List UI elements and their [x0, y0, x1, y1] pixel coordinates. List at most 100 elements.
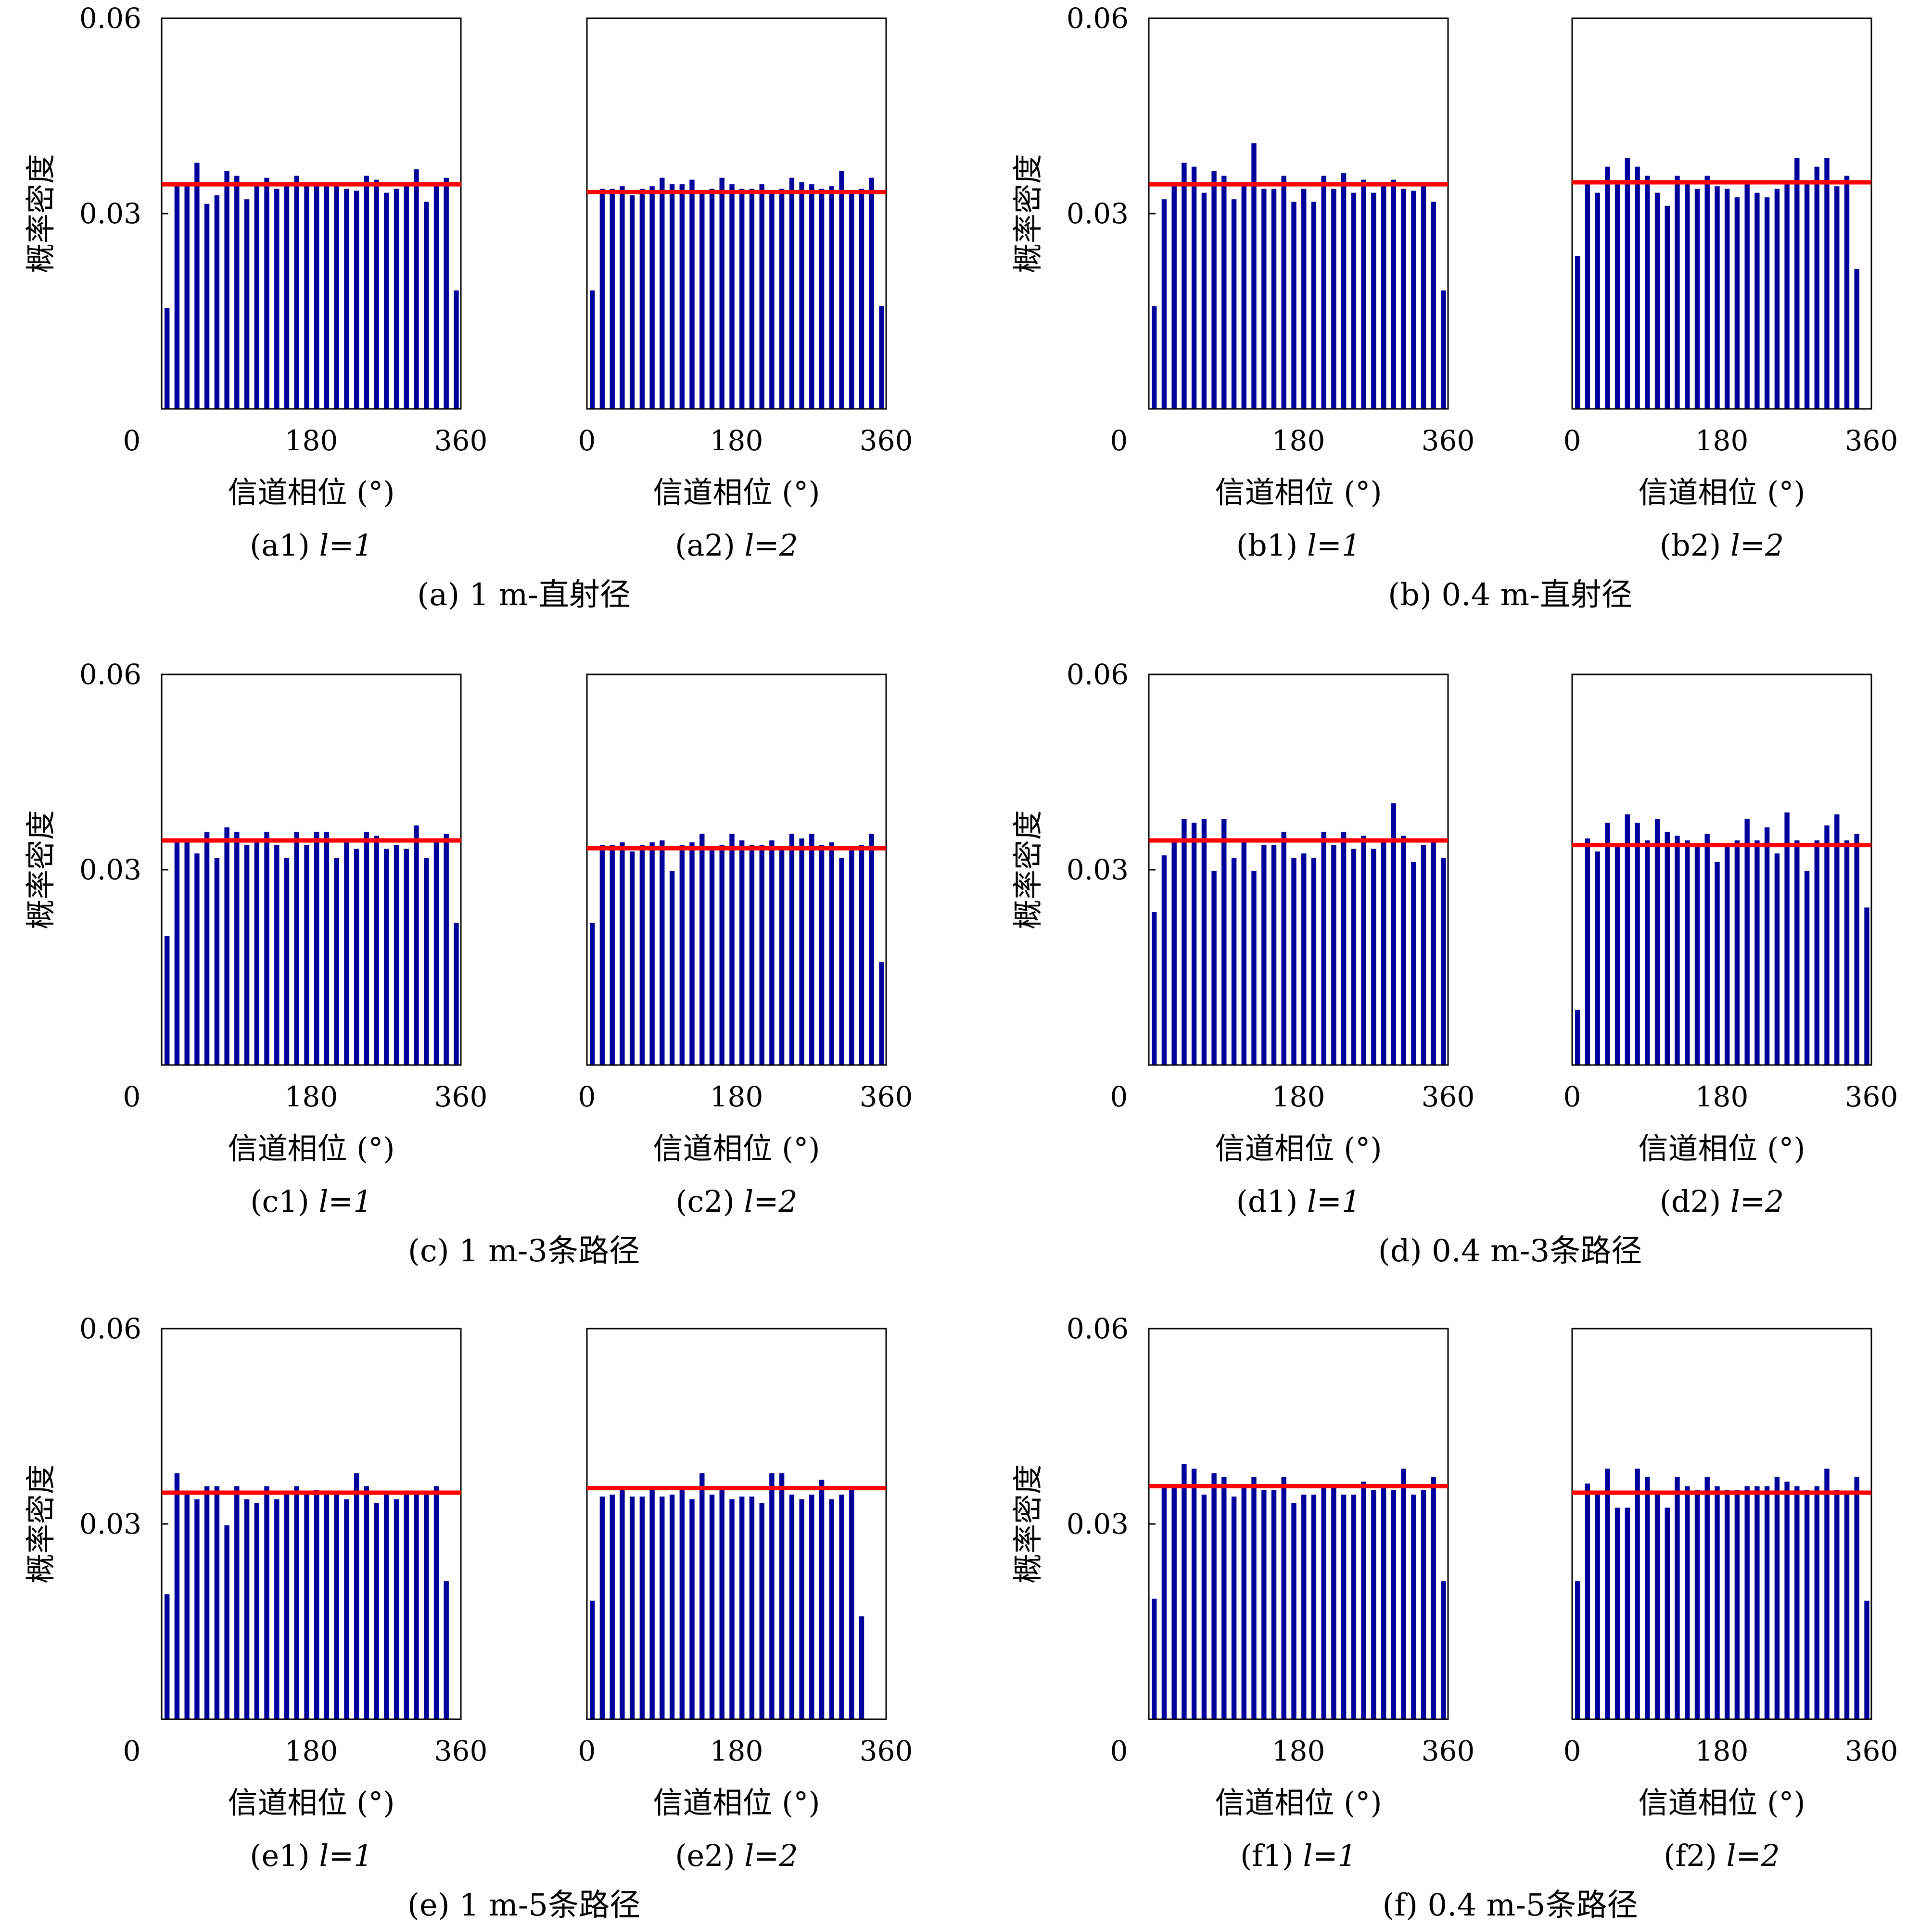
group-caption: (d) 0.4 m-3条路径: [1378, 1233, 1642, 1269]
bar: [1764, 827, 1770, 1065]
chart-caption: (e2) l=2: [675, 1838, 798, 1873]
x-tick-label: 180: [1695, 1735, 1749, 1767]
bar: [374, 1503, 379, 1719]
bar: [1685, 1486, 1690, 1719]
bar: [849, 849, 854, 1065]
bar: [1814, 166, 1819, 409]
bar: [244, 1499, 250, 1719]
y-tick-label: 0.06: [79, 658, 141, 691]
bar: [1635, 1469, 1640, 1719]
bar: [1261, 1490, 1267, 1719]
bar: [1595, 851, 1600, 1065]
bar: [1754, 1486, 1760, 1719]
bar: [649, 842, 655, 1065]
bar: [394, 845, 399, 1065]
bar: [1281, 832, 1286, 1065]
bar: [1231, 199, 1237, 409]
bar: [334, 186, 339, 409]
bar: [649, 186, 655, 409]
bar: [1201, 1495, 1207, 1719]
bar: [1251, 1477, 1257, 1719]
bar: [165, 936, 170, 1065]
x-tick-label: 0: [1110, 424, 1128, 457]
y-tick-label: 0.03: [79, 1508, 141, 1540]
panel-group-d: 0.06 0.03 概率密度 0 180 360 信道相位 (°) (d1) l=1 0 180 3…: [1010, 658, 1898, 1269]
x-tick-label: 360: [860, 1735, 913, 1767]
x-tick-label: 180: [1695, 424, 1749, 457]
bar: [1351, 849, 1357, 1065]
bar: [433, 184, 439, 409]
chart-e2: 0 180 360 信道相位 (°) (e2) l=2: [578, 1328, 913, 1873]
x-tick-label: 0: [1563, 424, 1581, 457]
x-tick-label: 180: [710, 424, 763, 457]
panel-group-b: 0.06 0.03 概率密度 0 180 360 信道相位 (°) (b1) l=1 0 180 3…: [1010, 2, 1898, 613]
bar: [184, 1495, 190, 1719]
group-caption: (f) 0.4 m-5条路径: [1382, 1888, 1638, 1923]
bar: [1844, 176, 1850, 409]
bar: [779, 847, 785, 1065]
bar: [1441, 290, 1446, 409]
bar: [1614, 184, 1620, 409]
plot-frame: [586, 673, 887, 1066]
chart-caption: (d1) l=1: [1236, 1184, 1360, 1219]
bar: [234, 832, 240, 1065]
bar: [1764, 197, 1770, 409]
bar: [729, 834, 735, 1065]
bar: [1694, 1490, 1700, 1719]
bar: [1271, 845, 1277, 1065]
bar: [184, 184, 190, 409]
y-tick-label: 0.03: [1067, 1508, 1129, 1540]
bar: [1251, 143, 1257, 409]
bar: [1715, 1486, 1720, 1719]
y-tick-label: 0.06: [79, 2, 141, 35]
bar: [1665, 205, 1670, 409]
bar: [679, 1490, 685, 1719]
bar: [354, 849, 359, 1065]
bar: [1321, 1486, 1326, 1719]
bar: [1371, 849, 1376, 1065]
bar: [1715, 186, 1720, 409]
bar: [620, 842, 625, 1065]
bar: [1391, 1490, 1396, 1719]
bar: [1321, 832, 1326, 1065]
bar: [1351, 192, 1357, 409]
bar: [404, 849, 409, 1065]
bar: [1614, 1508, 1620, 1719]
bar: [1361, 1482, 1366, 1719]
bar: [1794, 158, 1800, 409]
y-tick-label: 0.03: [79, 197, 141, 230]
bar: [1794, 1486, 1800, 1719]
bar: [414, 825, 419, 1065]
bar: [1361, 836, 1366, 1065]
bar: [1654, 192, 1660, 409]
bar: [729, 1499, 735, 1719]
bar: [214, 1486, 220, 1719]
plot-frame: [586, 17, 887, 410]
bar: [1401, 1469, 1406, 1719]
bar: [1411, 190, 1416, 409]
x-tick-label: 360: [434, 424, 488, 457]
bar: [599, 189, 605, 409]
bar: [709, 1495, 715, 1719]
chart-c2: 0 180 360 信道相位 (°) (c2) l=2: [578, 673, 913, 1219]
bar: [1864, 907, 1869, 1065]
x-tick-label: 0: [1563, 1735, 1581, 1767]
bar: [1341, 1495, 1347, 1719]
x-axis-label: 信道相位 (°): [1638, 1131, 1805, 1166]
group-caption: (e) 1 m-5条路径: [407, 1888, 640, 1923]
bar: [709, 849, 715, 1065]
chart-b2: 0 180 360 信道相位 (°) (b2) l=2: [1563, 17, 1898, 563]
chart-a2: 0 180 360 信道相位 (°) (a2) l=2: [578, 17, 913, 563]
bar: [1804, 184, 1810, 409]
bar: [1291, 202, 1296, 409]
bar: [1734, 840, 1740, 1065]
bar: [1211, 1473, 1217, 1719]
bar: [414, 1495, 419, 1719]
bar: [1794, 840, 1800, 1065]
x-tick-label: 0: [578, 1735, 596, 1767]
bar: [729, 184, 735, 409]
x-axis-label: 信道相位 (°): [1638, 475, 1805, 510]
x-tick-label: 360: [434, 1735, 488, 1767]
bar: [1371, 192, 1376, 409]
chart-caption: (b1) l=1: [1236, 528, 1360, 563]
